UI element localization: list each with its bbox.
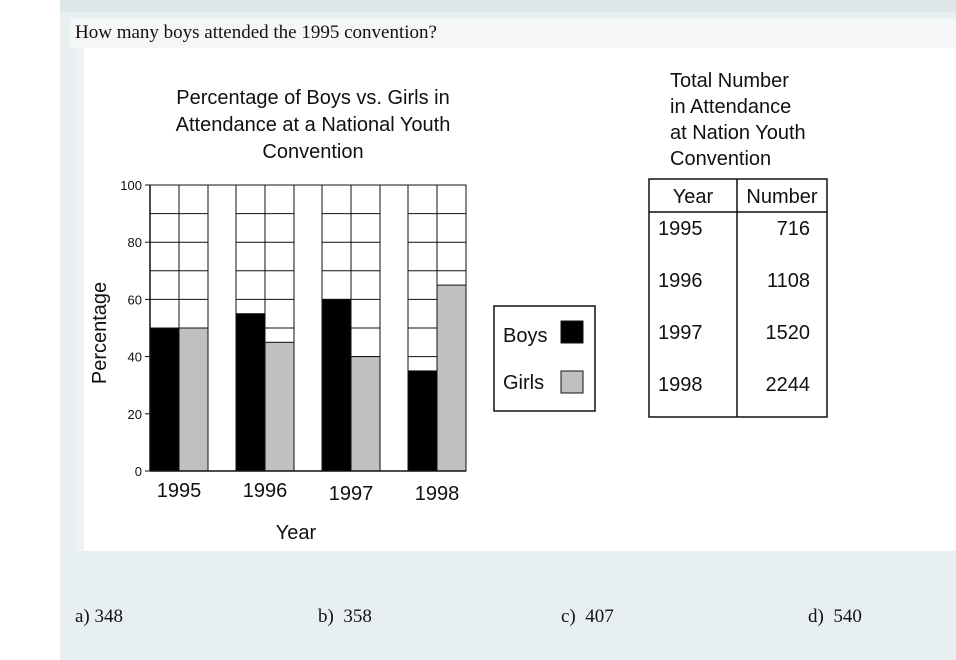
answer-value: 348: [94, 606, 124, 627]
question-banner: [70, 18, 956, 48]
table-header-year: Year: [673, 186, 714, 208]
question-text: How many boys attended the 1995 conventi…: [75, 22, 437, 43]
bar-boys-1995: [149, 327, 180, 472]
y-tick-labels: 0 20 40 60 80 100: [120, 178, 150, 479]
y-tick-label: 0: [135, 464, 142, 479]
answer-choices: a) 348 b) 358 c) 407 d) 540: [0, 606, 956, 636]
table-cell-number: 2244: [766, 374, 811, 396]
x-tick-label: 1997: [329, 483, 374, 505]
answer-letter: c): [561, 606, 576, 627]
x-tick-label: 1998: [415, 483, 460, 505]
answer-letter: a): [75, 606, 90, 627]
table-title-line: at Nation Youth: [670, 122, 806, 144]
y-tick-label: 60: [128, 292, 142, 307]
bar-boys-1997: [321, 298, 352, 472]
answer-value: 358: [343, 606, 372, 627]
bar-boys-1998: [407, 370, 438, 472]
y-tick-label: 20: [128, 407, 142, 422]
legend-swatch-girls: [560, 370, 584, 394]
table-title-line: Total Number: [670, 70, 789, 92]
y-tick-label: 100: [120, 178, 142, 193]
table-cell-year: 1995: [658, 218, 703, 240]
legend-label-girls: Girls: [503, 372, 544, 394]
table-title-line: Convention: [670, 148, 771, 170]
bar-girls-1998: [436, 284, 467, 472]
table-border: [648, 178, 828, 418]
answer-option-c[interactable]: c) 407: [561, 606, 614, 628]
top-bar: [60, 0, 956, 12]
answer-option-d[interactable]: d) 540: [808, 606, 862, 628]
table-header-number: Number: [746, 186, 817, 208]
x-tick-label: 1996: [243, 480, 288, 502]
chart-title: Percentage of Boys vs. Girls in Attendanc…: [176, 87, 451, 163]
bar-girls-1997: [350, 356, 381, 472]
table-cell-number: 1108: [767, 270, 810, 292]
chart-title-line: Convention: [262, 141, 363, 163]
table-title: Total Number in Attendance at Nation Youth…: [670, 70, 806, 170]
legend: Boys Girls: [493, 305, 596, 412]
answer-option-a[interactable]: a) 348: [75, 606, 123, 628]
y-tick-label: 80: [128, 235, 142, 250]
answer-option-b[interactable]: b) 358: [318, 606, 372, 628]
attendance-table: Year Number 1995 716 1996 1108 1997 1520 1998 2…: [648, 178, 828, 418]
table-cell-number: 716: [777, 218, 810, 240]
chart-title-line: Percentage of Boys vs. Girls in: [176, 87, 449, 109]
x-axis-label: Year: [276, 522, 317, 544]
table-cell-year: 1997: [658, 322, 703, 344]
table-cell-number: 1520: [766, 322, 811, 344]
legend-swatch-boys: [560, 320, 584, 344]
y-tick-label: 40: [128, 350, 142, 365]
answer-value: 407: [585, 606, 614, 627]
answer-letter: b): [318, 606, 334, 627]
x-tick-label: 1995: [157, 480, 202, 502]
chart-title-line: Attendance at a National Youth: [176, 114, 451, 136]
bar-girls-1995: [178, 327, 209, 472]
answer-letter: d): [808, 606, 824, 627]
left-margin: [0, 0, 60, 660]
answer-value: 540: [833, 606, 862, 627]
table-cell-year: 1996: [658, 270, 703, 292]
table-title-line: in Attendance: [670, 96, 791, 118]
chart-bars: [149, 184, 467, 472]
bar-girls-1996: [264, 341, 295, 472]
table-cell-year: 1998: [658, 374, 703, 396]
x-tick-labels: 1995 1996 1997 1998: [157, 480, 460, 505]
y-axis-label: Percentage: [89, 282, 111, 384]
table-rows: 1995 716 1996 1108 1997 1520 1998 2244: [658, 218, 810, 396]
bar-boys-1996: [235, 313, 266, 472]
legend-label-boys: Boys: [503, 325, 547, 347]
